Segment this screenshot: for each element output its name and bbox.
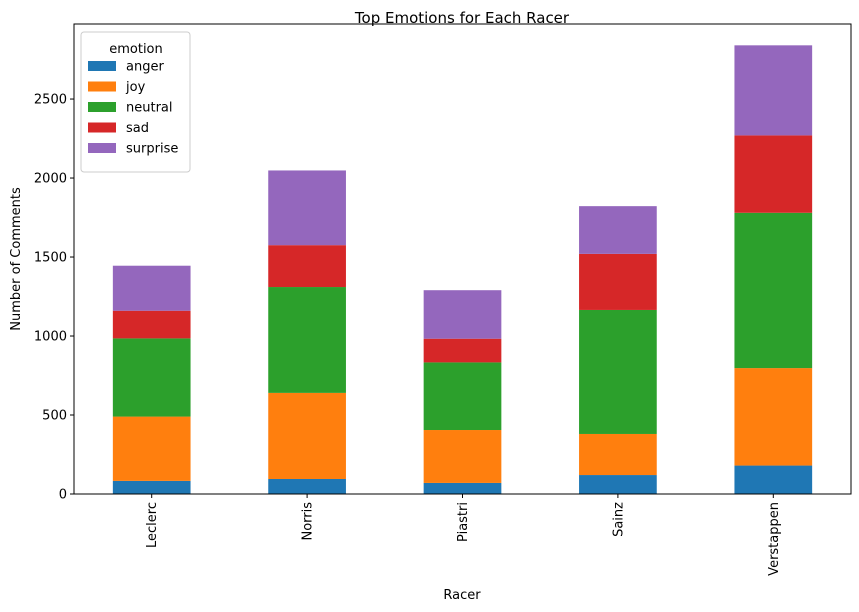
bar-sad-leclerc	[112, 310, 191, 339]
legend-label-sad: sad	[126, 121, 149, 136]
bar-anger-piastri	[423, 482, 502, 494]
bar-surprise-norris	[268, 170, 346, 246]
bar-surprise-verstappen	[734, 45, 813, 136]
x-axis: Leclerc Norris Piastri Sainz Verstappen	[145, 494, 782, 576]
bar-anger-verstappen	[734, 465, 813, 494]
legend-label-anger: anger	[126, 60, 164, 75]
bar-sad-piastri	[423, 338, 502, 363]
bar-layer	[112, 45, 813, 494]
bar-joy-sainz	[579, 433, 657, 476]
y-axis: 0 500 1000 1500 2000 2500	[34, 93, 74, 503]
bar-neutral-sainz	[579, 309, 657, 434]
bar-sad-sainz	[579, 253, 657, 310]
y-tick-label: 1500	[34, 251, 67, 266]
x-tick-label: Sainz	[611, 502, 626, 537]
y-tick-label: 1000	[34, 330, 67, 345]
legend: emotion anger joy neutral sad surprise	[80, 31, 191, 173]
y-tick-label: 0	[59, 488, 67, 503]
bar-sad-norris	[268, 245, 346, 288]
legend-swatch-anger	[88, 61, 116, 71]
bar-surprise-leclerc	[112, 265, 191, 311]
bar-neutral-verstappen	[734, 212, 813, 369]
y-axis-label: Number of Comments	[9, 187, 24, 331]
legend-label-joy: joy	[125, 80, 146, 95]
legend-title: emotion	[109, 42, 163, 57]
bar-surprise-piastri	[423, 290, 502, 339]
bar-joy-norris	[268, 392, 346, 479]
bar-anger-leclerc	[112, 480, 191, 494]
x-tick-label: Norris	[301, 502, 316, 541]
legend-items: anger joy neutral sad surprise	[88, 60, 178, 157]
legend-swatch-sad	[88, 122, 116, 133]
bar-anger-sainz	[579, 475, 657, 494]
bar-joy-leclerc	[112, 416, 191, 481]
bar-neutral-piastri	[423, 362, 502, 431]
y-tick-label: 2000	[34, 172, 67, 187]
x-tick-label: Leclerc	[145, 502, 160, 548]
x-axis-label: Racer	[443, 588, 481, 603]
legend-label-neutral: neutral	[126, 101, 173, 116]
legend-swatch-neutral	[88, 102, 116, 112]
y-tick-label: 2500	[34, 93, 67, 108]
chart-title: Top Emotions for Each Racer	[354, 9, 570, 27]
x-tick-label: Piastri	[456, 502, 471, 542]
bar-neutral-leclerc	[112, 338, 191, 417]
bar-neutral-norris	[268, 287, 346, 393]
x-tick-label: Verstappen	[767, 502, 782, 576]
bar-sad-verstappen	[734, 135, 813, 213]
bar-surprise-sainz	[579, 206, 657, 254]
bar-joy-piastri	[423, 430, 502, 483]
y-tick-label: 500	[42, 409, 67, 424]
bar-anger-norris	[268, 478, 346, 494]
bar-joy-verstappen	[734, 368, 813, 466]
legend-label-surprise: surprise	[126, 142, 178, 157]
legend-swatch-joy	[88, 81, 116, 92]
legend-swatch-surprise	[88, 143, 116, 153]
